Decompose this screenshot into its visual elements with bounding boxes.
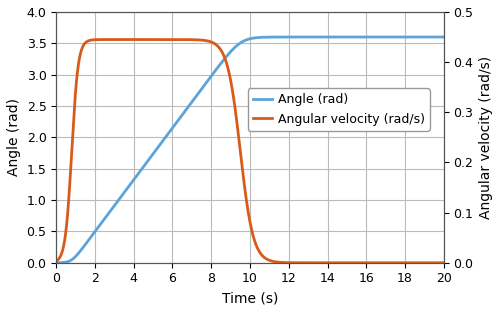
Angular velocity (rad/s)	[238, 150, 244, 154]
Angle (rad)	[238, 41, 244, 45]
Angular velocity (rad/s)	[335, 261, 341, 265]
Angular velocity (rad/s)	[441, 261, 447, 265]
Angular velocity (rad/s)	[53, 259, 59, 263]
Angular velocity (rad/s)	[216, 46, 222, 50]
Angle (rad)	[429, 35, 435, 39]
Line: Angle (rad): Angle (rad)	[56, 37, 444, 263]
Y-axis label: Angle (rad): Angle (rad)	[7, 98, 21, 176]
Angular velocity (rad/s)	[410, 261, 416, 265]
Angle (rad)	[53, 261, 59, 265]
Angular velocity (rad/s)	[126, 38, 132, 41]
Y-axis label: Angular velocity (rad/s): Angular velocity (rad/s)	[479, 56, 493, 219]
Angular velocity (rad/s)	[429, 261, 435, 265]
X-axis label: Time (s): Time (s)	[222, 291, 278, 305]
Angle (rad)	[335, 35, 341, 39]
Legend: Angle (rad), Angular velocity (rad/s): Angle (rad), Angular velocity (rad/s)	[248, 88, 430, 131]
Angular velocity (rad/s)	[219, 51, 225, 54]
Line: Angular velocity (rad/s): Angular velocity (rad/s)	[56, 40, 444, 263]
Angle (rad)	[216, 64, 222, 68]
Angle (rad)	[219, 60, 225, 64]
Angle (rad)	[410, 35, 416, 39]
Angle (rad)	[429, 35, 435, 39]
Angle (rad)	[441, 35, 447, 39]
